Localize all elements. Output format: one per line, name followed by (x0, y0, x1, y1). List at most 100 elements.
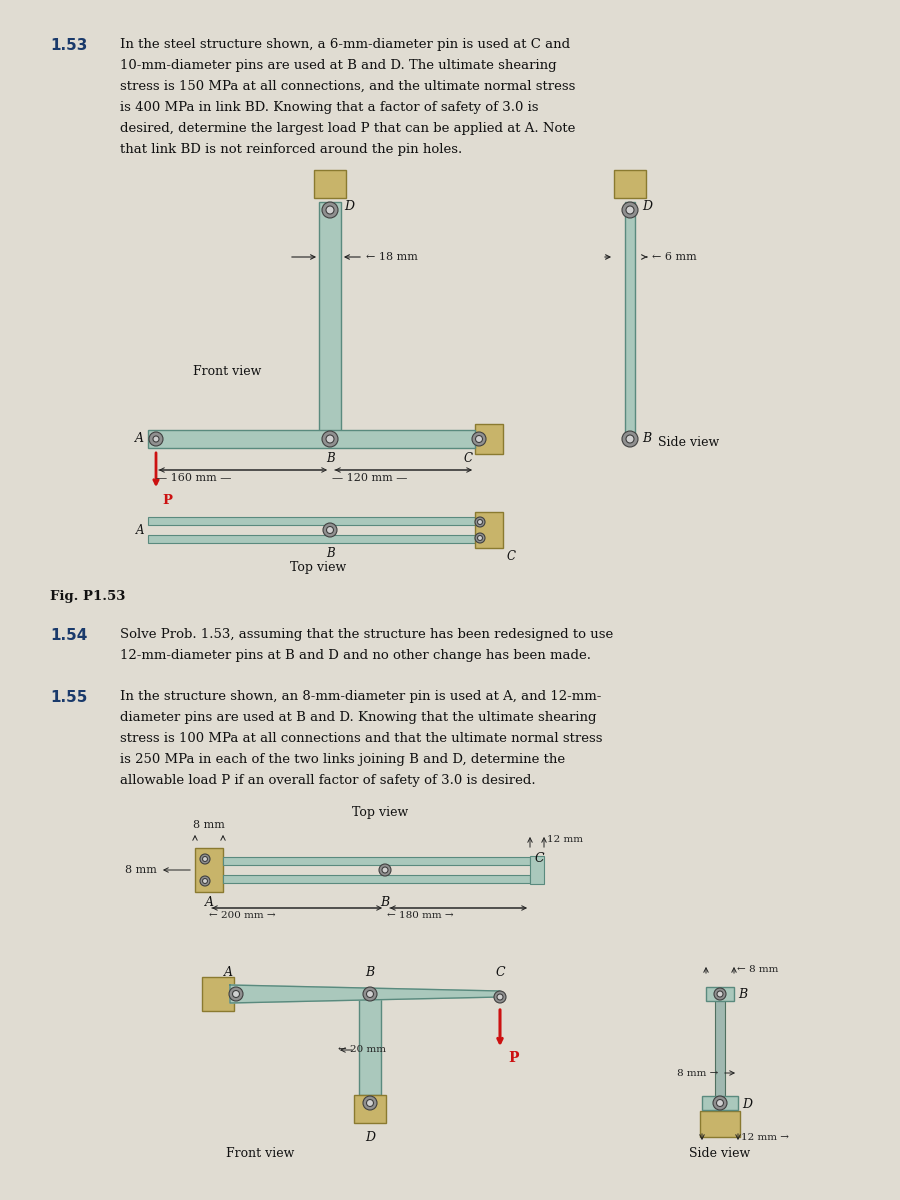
Text: — 120 mm —: — 120 mm — (332, 473, 408, 482)
Bar (223, 875, 530, 883)
Text: P: P (162, 494, 172, 506)
Bar (706, 986, 734, 1001)
Text: 1.53: 1.53 (50, 38, 87, 53)
Text: that link BD is not reinforced around the pin holes.: that link BD is not reinforced around th… (120, 143, 463, 156)
Bar (314, 170, 346, 198)
Text: 8 mm: 8 mm (194, 820, 225, 830)
Bar (530, 856, 544, 884)
Bar (475, 424, 503, 454)
Text: 8 mm: 8 mm (125, 865, 157, 875)
Text: C: C (495, 966, 505, 979)
Bar (195, 848, 223, 892)
Circle shape (202, 878, 208, 883)
Text: D: D (742, 1098, 752, 1111)
Text: In the structure shown, an 8-mm-diameter pin is used at A, and 12-mm-: In the structure shown, an 8-mm-diameter… (120, 690, 601, 703)
Text: allowable load P if an overall factor of safety of 3.0 is desired.: allowable load P if an overall factor of… (120, 774, 536, 787)
Text: Solve Prob. 1.53, assuming that the structure has been redesigned to use: Solve Prob. 1.53, assuming that the stru… (120, 628, 613, 641)
Bar (223, 857, 530, 865)
Circle shape (472, 432, 486, 446)
Text: 10-mm-diameter pins are used at B and D. The ultimate shearing: 10-mm-diameter pins are used at B and D.… (120, 59, 556, 72)
Text: stress is 150 MPa at all connections, and the ultimate normal stress: stress is 150 MPa at all connections, an… (120, 80, 575, 92)
Bar (148, 430, 475, 448)
Text: A: A (135, 432, 144, 445)
Text: Top view: Top view (290, 560, 346, 574)
Circle shape (232, 990, 239, 997)
Text: ← 6 mm: ← 6 mm (652, 252, 697, 262)
Text: Fig. P1.53: Fig. P1.53 (50, 590, 125, 602)
Text: C: C (507, 550, 516, 563)
Circle shape (327, 527, 334, 534)
Bar (715, 994, 725, 1103)
Circle shape (366, 990, 373, 997)
Bar (359, 994, 381, 1094)
Circle shape (716, 1099, 724, 1106)
Text: ← 180 mm →: ← 180 mm → (387, 911, 454, 920)
Circle shape (714, 988, 726, 1000)
Text: 12 mm: 12 mm (547, 835, 583, 845)
Text: C: C (464, 452, 473, 464)
Circle shape (717, 991, 723, 997)
Text: ← 18 mm: ← 18 mm (366, 252, 418, 262)
Text: 8 mm →: 8 mm → (677, 1068, 718, 1078)
Text: is 250 MPa in each of the two links joining B and D, determine the: is 250 MPa in each of the two links join… (120, 754, 565, 766)
Circle shape (626, 434, 634, 443)
Bar (702, 1096, 738, 1110)
Text: — 160 mm —: — 160 mm — (156, 473, 231, 482)
Bar (700, 1111, 740, 1138)
Bar (148, 517, 475, 526)
Circle shape (363, 1096, 377, 1110)
Circle shape (475, 533, 485, 542)
Text: C: C (535, 852, 544, 865)
Text: B: B (326, 452, 334, 464)
Circle shape (382, 866, 388, 874)
Circle shape (379, 864, 391, 876)
Circle shape (497, 994, 503, 1000)
Circle shape (326, 206, 334, 214)
Text: B: B (738, 988, 747, 1001)
Bar (614, 170, 646, 198)
Text: is 400 MPa in link BD. Knowing that a factor of safety of 3.0 is: is 400 MPa in link BD. Knowing that a fa… (120, 101, 538, 114)
Text: 1.54: 1.54 (50, 628, 87, 643)
Text: Front view: Front view (193, 365, 261, 378)
Bar (354, 1094, 386, 1123)
Text: stress is 100 MPa at all connections and that the ultimate normal stress: stress is 100 MPa at all connections and… (120, 732, 602, 745)
Circle shape (713, 1096, 727, 1110)
Circle shape (366, 1099, 373, 1106)
Circle shape (322, 202, 338, 218)
Circle shape (200, 854, 210, 864)
Circle shape (323, 523, 337, 538)
Text: Side view: Side view (658, 437, 719, 450)
Text: ← 200 mm →: ← 200 mm → (209, 911, 275, 920)
Circle shape (494, 991, 506, 1003)
Text: B: B (381, 896, 390, 910)
Bar (202, 977, 234, 1010)
Text: D: D (365, 1130, 375, 1144)
Text: Front view: Front view (226, 1147, 294, 1160)
Text: B: B (642, 432, 651, 445)
Text: A: A (204, 896, 213, 910)
Circle shape (626, 206, 634, 214)
Circle shape (363, 986, 377, 1001)
Text: P: P (508, 1051, 518, 1066)
Text: 1.55: 1.55 (50, 690, 87, 704)
Text: B: B (365, 966, 374, 979)
Text: B: B (326, 547, 334, 560)
Text: D: D (344, 199, 354, 212)
Polygon shape (230, 985, 500, 1003)
Bar (625, 202, 635, 439)
Text: ← 20 mm: ← 20 mm (338, 1045, 386, 1055)
Text: desired, determine the largest load P that can be applied at A. Note: desired, determine the largest load P th… (120, 122, 575, 134)
Text: Side view: Side view (689, 1147, 751, 1160)
Circle shape (153, 436, 159, 442)
Circle shape (475, 517, 485, 527)
Text: In the steel structure shown, a 6-mm-diameter pin is used at C and: In the steel structure shown, a 6-mm-dia… (120, 38, 570, 50)
Text: 12 mm →: 12 mm → (741, 1133, 789, 1141)
Text: A: A (223, 966, 232, 979)
Text: ← 8 mm: ← 8 mm (737, 966, 778, 974)
Circle shape (200, 876, 210, 886)
Bar (475, 512, 503, 548)
Circle shape (149, 432, 163, 446)
Text: 12-mm-diameter pins at B and D and no other change has been made.: 12-mm-diameter pins at B and D and no ot… (120, 649, 591, 662)
Circle shape (202, 857, 208, 862)
Circle shape (229, 986, 243, 1001)
